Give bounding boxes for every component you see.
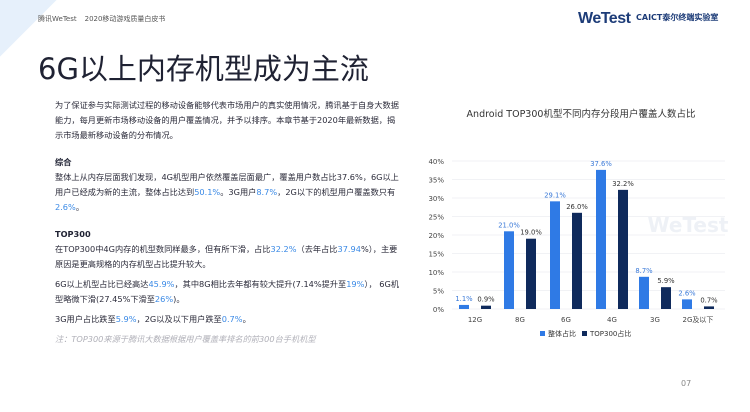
x-tick-label: 3G: [650, 316, 660, 324]
x-tick-label: 8G: [515, 316, 525, 324]
section-heading: 综合: [55, 157, 72, 167]
x-tick-label: 2G及以下: [683, 316, 714, 324]
overall-paragraph: 整体上从内存层面我们发现，4G机型用户依然覆盖层面最广，覆盖用户数占比37.6%…: [55, 172, 399, 212]
data-label: 19.0%: [520, 229, 542, 237]
legend-swatch: [582, 331, 587, 336]
page-number: 07: [681, 379, 692, 388]
x-tick-label: 4G: [607, 316, 617, 324]
bar: [504, 231, 514, 309]
data-label: 0.9%: [477, 296, 495, 304]
top300-paragraph-2: 6G以上机型占比已经高达45.9%，其中8G相比去年都有较大提升(7.14%提升…: [55, 279, 400, 304]
body-text: 为了保证参与实际测试过程的移动设备能够代表市场用户的真实使用情况，腾讯基于自身大…: [55, 98, 400, 347]
bar: [481, 305, 491, 309]
bar: [704, 306, 714, 309]
bar: [639, 276, 649, 309]
top300-paragraph-3: 3G用户占比跌至5.9%，2G以及以下用户跌至0.7%。: [55, 314, 251, 324]
data-label: 0.7%: [700, 296, 718, 304]
data-label: 21.0%: [498, 221, 520, 229]
bar: [596, 169, 606, 309]
data-label: 1.1%: [455, 295, 473, 303]
y-tick-label: 20%: [428, 232, 444, 240]
y-tick-label: 30%: [428, 195, 444, 203]
footnote: 注：TOP300来源于腾讯大数据根据用户覆盖率排名的前300台手机机型: [55, 334, 316, 344]
data-label: 32.2%: [612, 180, 634, 188]
x-tick-label: 12G: [468, 316, 482, 324]
header-org: 腾讯WeTest: [38, 15, 77, 23]
wetest-logo: WeTest: [578, 10, 631, 27]
data-label: 26.0%: [566, 203, 588, 211]
data-label: 29.1%: [544, 191, 566, 199]
header: 腾讯WeTest 2020移动游戏质量白皮书: [38, 14, 173, 24]
data-label: 37.6%: [590, 160, 612, 168]
data-label: 2.6%: [678, 289, 696, 297]
page-title: 6G以上内存机型成为主流: [38, 52, 369, 86]
legend-label: 整体占比: [548, 329, 576, 338]
header-doc: 2020移动游戏质量白皮书: [84, 15, 166, 23]
y-tick-label: 10%: [428, 269, 444, 277]
x-tick-label: 6G: [561, 316, 571, 324]
watermark: WeTest: [648, 213, 729, 237]
legend-swatch: [540, 331, 545, 336]
top300-paragraph-1: 在TOP300中4G内存的机型数同样最多，但有所下滑，占比32.2%（去年占比3…: [55, 244, 398, 269]
bar: [459, 304, 469, 309]
data-label: 5.9%: [657, 277, 675, 285]
y-tick-label: 0%: [433, 306, 444, 314]
chart-title: Android TOP300机型不同内存分段用户覆盖人数占比: [467, 108, 696, 120]
bar: [550, 201, 560, 309]
section-top300: TOP300 在TOP300中4G内存的机型数同样最多，但有所下滑，占比32.2…: [55, 227, 400, 347]
y-tick-label: 40%: [428, 158, 444, 166]
y-tick-label: 35%: [428, 177, 444, 185]
bar: [526, 238, 536, 309]
bar: [618, 189, 628, 309]
legend-label: TOP300占比: [589, 329, 631, 338]
y-tick-label: 25%: [428, 214, 444, 222]
bar: [661, 287, 671, 309]
bar: [682, 299, 692, 309]
section-heading: TOP300: [55, 229, 91, 239]
data-label: 8.7%: [635, 267, 653, 275]
section-overall: 综合 整体上从内存层面我们发现，4G机型用户依然覆盖层面最广，覆盖用户数占比37…: [55, 155, 400, 215]
intro-paragraph: 为了保证参与实际测试过程的移动设备能够代表市场用户的真实使用情况，腾讯基于自身大…: [55, 100, 399, 140]
bar: [572, 212, 582, 309]
y-tick-label: 15%: [428, 251, 444, 259]
caict-logo: CAICT泰尔终端实验室: [636, 13, 719, 22]
y-tick-label: 5%: [433, 288, 444, 296]
